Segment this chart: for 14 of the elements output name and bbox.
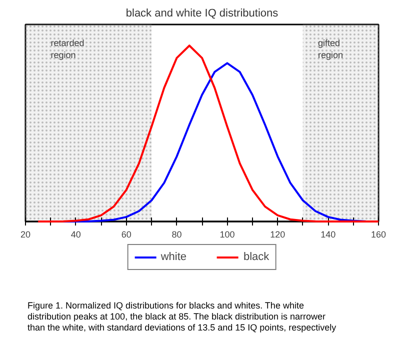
- x-tick-label: 40: [70, 230, 81, 240]
- x-tick-label: 60: [121, 230, 132, 240]
- x-tick-label: 140: [320, 230, 336, 240]
- caption: Figure 1. Normalized IQ distributions for blacks and whites. The white distribution peaks at 100, the black at 85. The black distribution is narrower than the white, with standard deviations of 13.5 and 15 IQ points, respectively: [28, 300, 337, 332]
- x-tick-label: 100: [220, 230, 235, 240]
- chart-title: black and white IQ distributions: [126, 8, 279, 20]
- legend-label: white: [160, 251, 186, 263]
- band-label: retarded region: [50, 38, 84, 60]
- x-tick-label: 80: [172, 230, 182, 240]
- x-tick-label: 120: [270, 230, 286, 240]
- x-tick-label: 160: [370, 230, 386, 240]
- legend-label: black: [244, 251, 270, 263]
- x-tick-label: 20: [20, 230, 31, 240]
- band-label: gifted region: [318, 38, 344, 60]
